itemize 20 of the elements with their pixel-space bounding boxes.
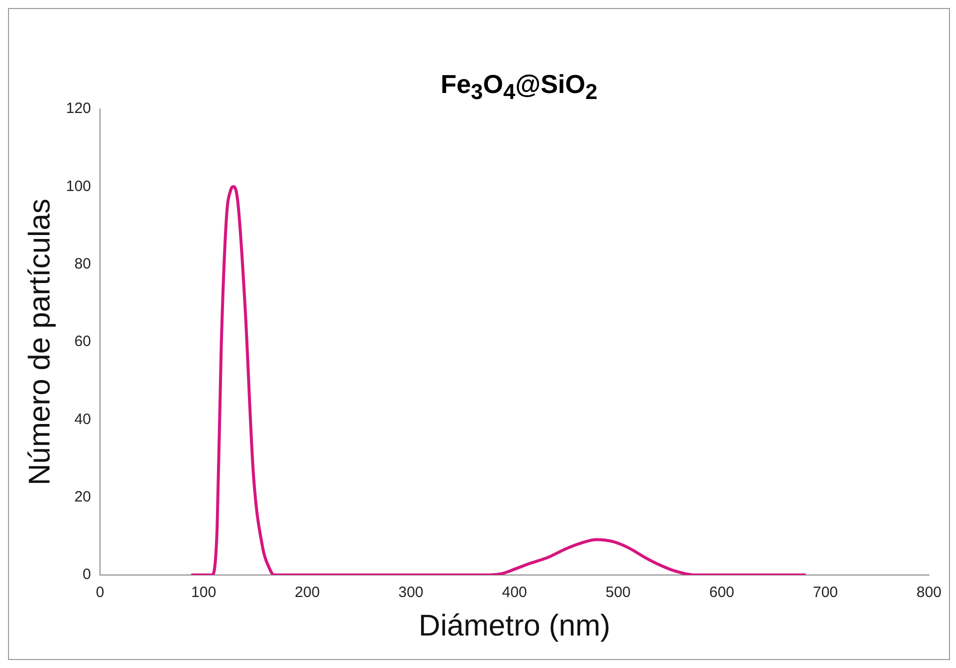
line-series [190, 185, 808, 575]
y-axis-title: Número de partículas [23, 198, 56, 486]
y-tick-label: 120 [66, 100, 92, 118]
x-tick-label: 300 [398, 584, 424, 602]
x-tick-label: 700 [812, 584, 838, 602]
y-tick-label: 20 [74, 488, 92, 506]
chart-title: Fe$_{3}$O$_{4}$@SiO$_{2}$ [440, 69, 598, 104]
y-tick-label: 80 [74, 255, 92, 272]
x-axis-title: Diámetro (nm) [418, 609, 610, 642]
x-tick-label: 500 [606, 584, 631, 602]
y-tick-label: 60 [74, 333, 92, 350]
x-tick-label: 100 [191, 584, 216, 602]
x-tick-label: 800 [916, 584, 942, 602]
x-tick-label: 200 [294, 584, 320, 602]
y-tick-label: 40 [74, 410, 92, 428]
y-tick-label: 0 [82, 566, 92, 584]
x-tick-label: 400 [502, 584, 528, 602]
x-tick-label: 600 [709, 584, 734, 602]
y-tick-label: 100 [66, 178, 92, 195]
x-tick-label: 0 [96, 584, 104, 602]
